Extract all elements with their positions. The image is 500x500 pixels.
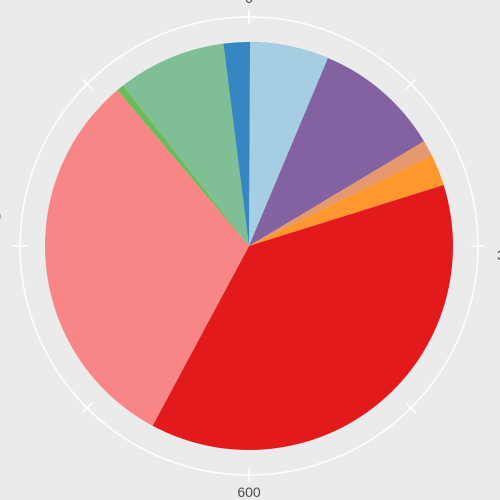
theta-tick-label-900: 900 bbox=[0, 208, 1, 224]
pie-slice-9 bbox=[223, 42, 251, 246]
pie-slice-10 bbox=[249, 42, 329, 247]
grid-minor-tick bbox=[81, 78, 93, 90]
slice-layer bbox=[44, 42, 454, 451]
pie-slice-7 bbox=[117, 85, 249, 246]
theta-tick-label-0: 0 bbox=[245, 0, 253, 6]
grid-minor-tick bbox=[81, 402, 93, 414]
pie-slice-5 bbox=[152, 184, 454, 451]
pie-slice-8 bbox=[123, 43, 249, 247]
grid-minor-tick bbox=[405, 78, 417, 90]
theta-tick-label-300: 300 bbox=[497, 247, 500, 263]
grid-layer bbox=[13, 10, 485, 482]
theta-tick-label-600: 600 bbox=[237, 484, 261, 500]
grid-minor-tick bbox=[405, 402, 417, 414]
pie-slice-3 bbox=[249, 141, 432, 246]
pie-slice-4 bbox=[249, 155, 444, 246]
pie-slice-6 bbox=[44, 90, 249, 426]
